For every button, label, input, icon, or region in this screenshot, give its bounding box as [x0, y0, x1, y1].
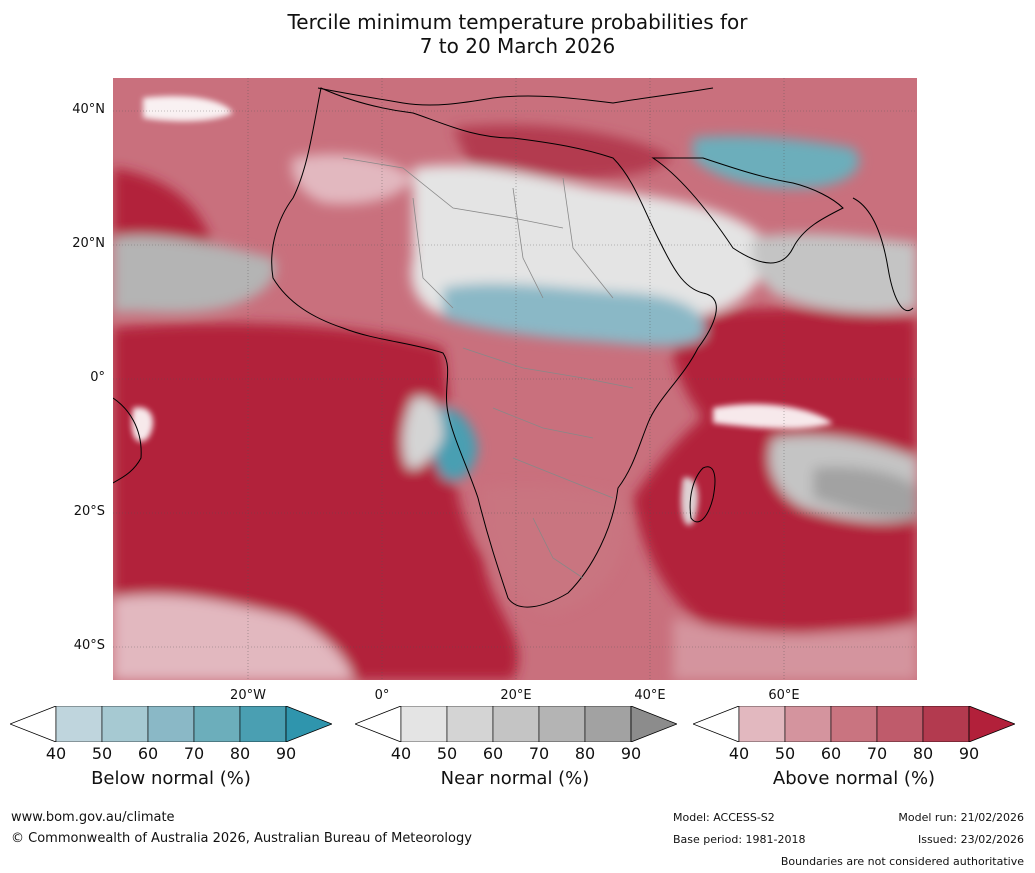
colorbar-tick-label: 50: [774, 744, 796, 763]
patch-north-atlantic-white: [143, 96, 233, 122]
colorbar-tick-label: 40: [45, 744, 67, 763]
colorbar-tick-label: 50: [436, 744, 458, 763]
colorbar-segment: [193, 706, 241, 742]
colorbar-extend-high: [968, 706, 1015, 742]
lat-label-40n: 40°N: [72, 102, 105, 117]
colorbar-segment: [446, 706, 494, 742]
lon-label-20e: 20°E: [500, 688, 532, 703]
lon-label-40e: 40°E: [634, 688, 666, 703]
region-arabian-sea-grey: [751, 233, 917, 313]
colorbar-segment: [538, 706, 586, 742]
colorbar-tick-label: 50: [91, 744, 113, 763]
coastlines: [113, 87, 914, 608]
colorbar-extend-low: [10, 706, 57, 742]
region-south-light: [113, 594, 353, 680]
title-line-2: 7 to 20 March 2026: [419, 34, 616, 58]
base-period-text: Base period: 1981-2018: [673, 833, 806, 846]
graticule: [113, 78, 917, 680]
colorbar-segment: [400, 706, 448, 742]
colorbar-tick-label: 80: [229, 744, 251, 763]
colorbar-segment: [55, 706, 103, 742]
madagascar-coastline: [689, 466, 716, 523]
website-link[interactable]: www.bom.gov.au/climate: [11, 810, 175, 825]
lat-label-20s: 20°S: [73, 504, 105, 519]
colorbar-extend-high: [285, 706, 332, 742]
colorbar-near-normal-label: Near normal (%): [440, 768, 590, 789]
region-mideast-light: [291, 154, 413, 205]
region-angola-near: [402, 397, 443, 469]
patch-west-atlantic-white: [131, 407, 153, 442]
issued-text: Issued: 23/02/2026: [917, 833, 1024, 846]
lat-label-20n: 20°N: [72, 236, 105, 251]
lat-label-0: 0°: [90, 370, 105, 385]
colorbar-tick-label: 80: [574, 744, 596, 763]
colorbar-tick-label: 90: [275, 744, 297, 763]
model-text: Model: ACCESS-S2: [673, 811, 775, 824]
region-arabia-below: [693, 136, 860, 189]
title-line-1: Tercile minimum temperature probabilitie…: [287, 10, 748, 34]
region-indian-north-high: [672, 308, 917, 428]
colorbar-below-normal: [10, 706, 332, 742]
disclaimer-text: Boundaries are not considered authoritat…: [780, 855, 1024, 868]
colorbar-segment: [784, 706, 832, 742]
colorbar-segment: [239, 706, 287, 742]
region-west-atlantic-near: [113, 235, 276, 313]
probability-map: [113, 78, 917, 680]
colorbar-segment: [830, 706, 878, 742]
colorbar-tick-label: 60: [820, 744, 842, 763]
colorbar-tick-label: 70: [866, 744, 888, 763]
colorbar-extend-low: [355, 706, 402, 742]
colorbar-tick-label: 60: [137, 744, 159, 763]
country-borders: [342, 157, 634, 579]
region-angola-below: [430, 407, 478, 482]
colorbar-segment: [738, 706, 786, 742]
model-run-text: Model run: 21/02/2026: [898, 811, 1024, 824]
colorbar-segment: [147, 706, 195, 742]
lon-label-20w: 20°W: [230, 688, 266, 703]
colorbar-near-normal: [355, 706, 677, 742]
region-indian-ocean-high: [633, 356, 917, 638]
colorbar-tick-label: 40: [728, 744, 750, 763]
colorbar-extend-high: [630, 706, 677, 742]
colorbar-tick-label: 40: [390, 744, 412, 763]
arabia-coastline: [651, 157, 844, 264]
region-south-east-light: [673, 618, 917, 680]
colorbar-tick-label: 90: [958, 744, 980, 763]
lon-label-60e: 60°E: [768, 688, 800, 703]
colorbar-tick-label: 60: [482, 744, 504, 763]
colorbar-segment: [101, 706, 149, 742]
copyright-text: © Commonwealth of Australia 2026, Austra…: [11, 831, 472, 846]
region-sahel-below: [443, 283, 706, 347]
south-america-coastline: [113, 397, 142, 484]
india-coastline: [852, 197, 914, 311]
colorbar-segment: [876, 706, 924, 742]
colorbar-segment: [922, 706, 970, 742]
colorbar-extend-low: [693, 706, 740, 742]
europe-coastline: [317, 87, 714, 106]
patch-madagascar-white: [681, 477, 699, 526]
colorbar-tick-label: 70: [183, 744, 205, 763]
patch-indian-white: [713, 403, 833, 429]
africa-coastline: [271, 87, 717, 608]
lat-label-40s: 40°S: [73, 638, 105, 653]
colorbar-below-normal-label: Below normal (%): [91, 768, 251, 789]
colorbar-above-normal-label: Above normal (%): [772, 768, 936, 789]
colorbar-segment: [492, 706, 540, 742]
lon-label-0: 0°: [374, 688, 390, 703]
colorbar-tick-label: 90: [620, 744, 642, 763]
region-south-africa: [483, 486, 626, 613]
colorbar-tick-label: 80: [912, 744, 934, 763]
region-sahara-near: [411, 165, 773, 320]
colorbar-above-normal: [693, 706, 1015, 742]
chart-title: Tercile minimum temperature probabilitie…: [0, 10, 1035, 58]
colorbar-tick-label: 70: [528, 744, 550, 763]
region-indian-grey: [813, 466, 917, 519]
colorbar-segment: [584, 706, 632, 742]
